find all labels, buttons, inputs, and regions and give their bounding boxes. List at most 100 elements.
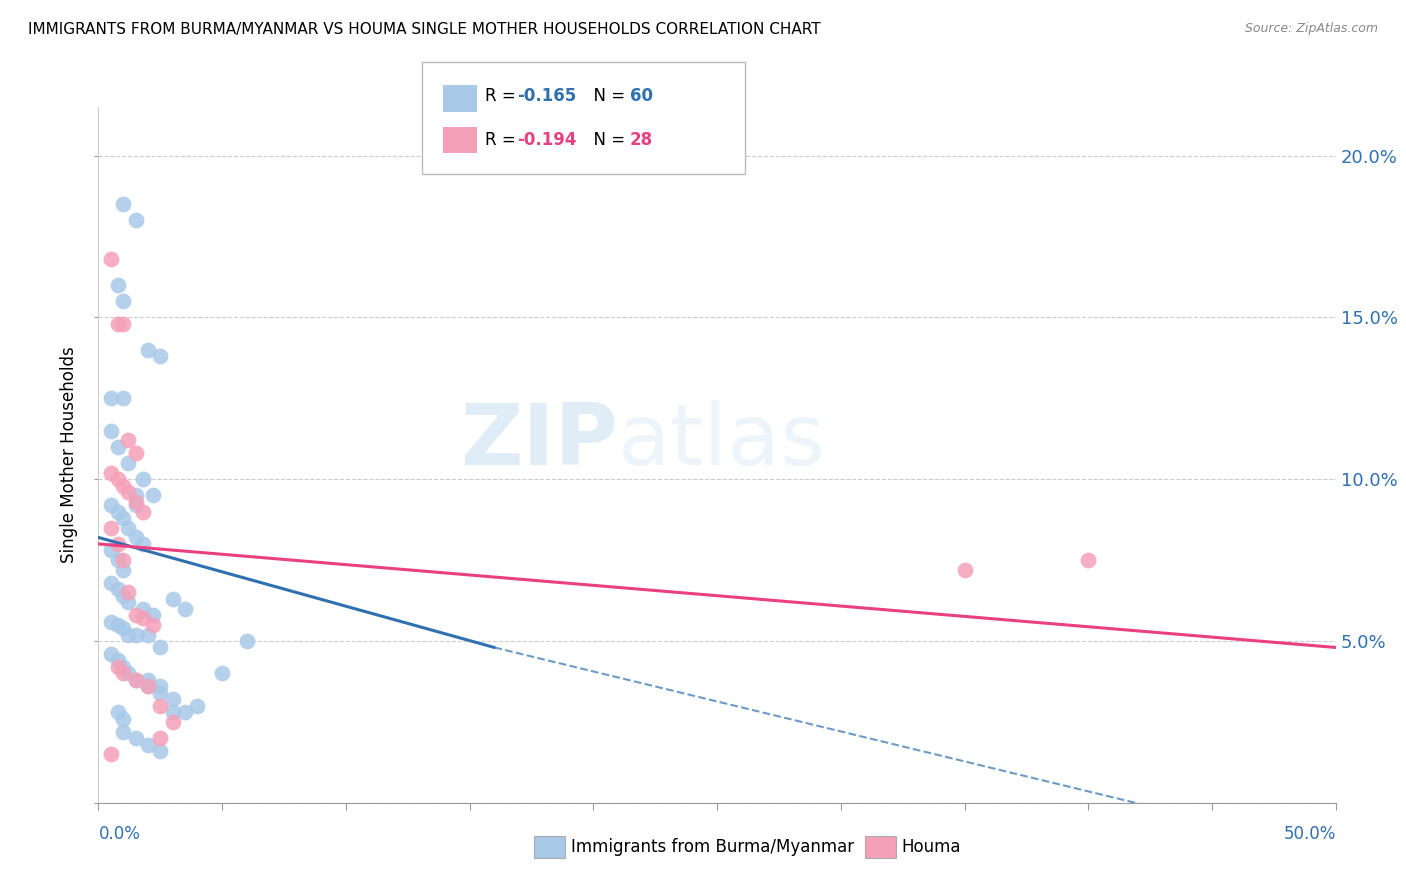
Point <box>100 466 122 480</box>
Point <box>100 521 122 535</box>
Point <box>100 392 122 406</box>
Text: Immigrants from Burma/Myanmar: Immigrants from Burma/Myanmar <box>571 838 853 856</box>
Point <box>124 608 146 623</box>
Point <box>117 585 139 599</box>
Point <box>112 511 135 525</box>
Text: ZIP: ZIP <box>460 400 619 483</box>
Point <box>117 456 139 470</box>
Point <box>124 498 146 512</box>
Point <box>142 608 165 623</box>
Point <box>107 472 129 486</box>
Point <box>174 601 197 615</box>
Point <box>149 679 172 693</box>
Point <box>124 731 146 745</box>
Y-axis label: Single Mother Households: Single Mother Households <box>60 347 79 563</box>
Point <box>117 666 139 681</box>
Point <box>136 343 159 357</box>
Point <box>124 446 146 460</box>
Point <box>112 553 135 567</box>
Point <box>149 686 172 700</box>
Point <box>186 698 208 713</box>
Point <box>100 747 122 762</box>
Point <box>149 640 172 655</box>
Point <box>100 424 122 438</box>
Point <box>124 531 146 545</box>
Point <box>112 294 135 309</box>
Point <box>107 660 129 674</box>
Point <box>107 617 129 632</box>
Point <box>211 666 233 681</box>
Text: R =: R = <box>485 87 522 105</box>
Point <box>112 712 135 726</box>
Point <box>112 589 135 603</box>
Point <box>149 349 172 363</box>
Text: N =: N = <box>583 87 631 105</box>
Point <box>1077 553 1099 567</box>
Point <box>107 317 129 331</box>
Text: Houma: Houma <box>901 838 960 856</box>
Text: N =: N = <box>583 131 631 149</box>
Point <box>142 617 165 632</box>
Point <box>112 478 135 492</box>
Point <box>100 647 122 661</box>
Point <box>107 582 129 597</box>
Point <box>117 485 139 500</box>
Point <box>136 673 159 687</box>
Point <box>162 705 184 719</box>
Point <box>100 498 122 512</box>
Point <box>236 634 259 648</box>
Point <box>124 488 146 502</box>
Point <box>132 537 155 551</box>
Point <box>124 627 146 641</box>
Point <box>136 738 159 752</box>
Point <box>100 543 122 558</box>
Point <box>132 472 155 486</box>
Point <box>136 679 159 693</box>
Text: 0.0%: 0.0% <box>98 825 141 843</box>
Point <box>112 660 135 674</box>
Point <box>136 627 159 641</box>
Point <box>174 705 197 719</box>
Point <box>124 213 146 227</box>
Point <box>112 666 135 681</box>
Point <box>162 692 184 706</box>
Point <box>112 197 135 211</box>
Point <box>117 521 139 535</box>
Point <box>117 434 139 448</box>
Point <box>107 653 129 667</box>
Point <box>953 563 976 577</box>
Point <box>107 440 129 454</box>
Point <box>149 698 172 713</box>
Text: -0.165: -0.165 <box>517 87 576 105</box>
Point <box>132 601 155 615</box>
Point <box>107 553 129 567</box>
Point <box>107 537 129 551</box>
Point <box>132 504 155 518</box>
Point <box>112 621 135 635</box>
Text: 50.0%: 50.0% <box>1284 825 1336 843</box>
Point <box>136 679 159 693</box>
Point <box>112 724 135 739</box>
Point <box>117 627 139 641</box>
Point <box>149 731 172 745</box>
Text: 28: 28 <box>630 131 652 149</box>
Point <box>124 673 146 687</box>
Point <box>100 575 122 590</box>
Text: IMMIGRANTS FROM BURMA/MYANMAR VS HOUMA SINGLE MOTHER HOUSEHOLDS CORRELATION CHAR: IMMIGRANTS FROM BURMA/MYANMAR VS HOUMA S… <box>28 22 821 37</box>
Text: Source: ZipAtlas.com: Source: ZipAtlas.com <box>1244 22 1378 36</box>
Point <box>112 317 135 331</box>
Point <box>107 504 129 518</box>
Text: 60: 60 <box>630 87 652 105</box>
Text: atlas: atlas <box>619 400 827 483</box>
Text: R =: R = <box>485 131 522 149</box>
Point <box>107 278 129 293</box>
Point <box>112 392 135 406</box>
Point <box>112 563 135 577</box>
Point <box>132 611 155 625</box>
Point <box>149 744 172 758</box>
Point <box>100 252 122 267</box>
Point <box>124 673 146 687</box>
Point <box>117 595 139 609</box>
Point <box>142 488 165 502</box>
Point <box>124 495 146 509</box>
